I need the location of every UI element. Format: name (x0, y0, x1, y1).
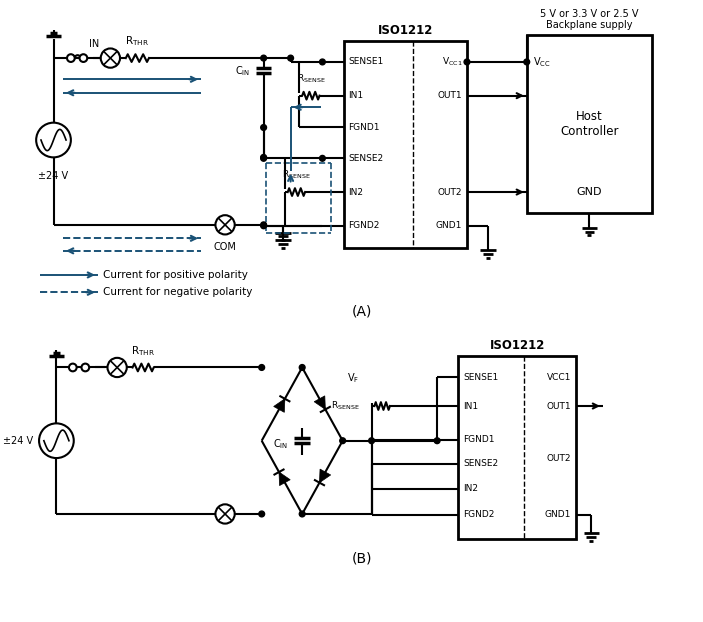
Text: Controller: Controller (560, 125, 619, 138)
Text: ISO1212: ISO1212 (489, 339, 545, 352)
Text: OUT2: OUT2 (438, 188, 462, 197)
Text: IN1: IN1 (463, 402, 478, 411)
Text: Current for negative polarity: Current for negative polarity (103, 287, 252, 297)
Circle shape (261, 222, 266, 228)
Polygon shape (319, 469, 330, 483)
Text: FGND1: FGND1 (463, 435, 495, 444)
Circle shape (320, 156, 325, 161)
Text: SENSE1: SENSE1 (349, 57, 384, 67)
Circle shape (108, 358, 127, 377)
Text: OUT1: OUT1 (546, 402, 571, 411)
Text: SENSE2: SENSE2 (349, 154, 384, 163)
Bar (458, 356, 576, 539)
Circle shape (299, 364, 305, 370)
Circle shape (261, 156, 266, 161)
Text: V$_{\mathregular{CC}}$: V$_{\mathregular{CC}}$ (532, 55, 550, 69)
Circle shape (261, 223, 266, 229)
Text: IN1: IN1 (349, 91, 363, 100)
Text: FGND1: FGND1 (349, 123, 380, 132)
Text: C$_{\mathregular{IN}}$: C$_{\mathregular{IN}}$ (273, 438, 289, 452)
Polygon shape (273, 399, 285, 412)
Circle shape (259, 364, 264, 370)
Text: GND1: GND1 (545, 511, 571, 519)
Circle shape (261, 124, 266, 131)
Text: IN2: IN2 (349, 188, 363, 197)
Text: R$_{\mathregular{SENSE}}$: R$_{\mathregular{SENSE}}$ (282, 169, 311, 182)
Circle shape (67, 54, 75, 62)
Circle shape (261, 154, 266, 160)
Circle shape (261, 55, 266, 61)
Text: SENSE2: SENSE2 (463, 460, 498, 468)
Text: FGND2: FGND2 (349, 221, 380, 230)
Text: ±24 V: ±24 V (3, 436, 33, 446)
Circle shape (79, 54, 87, 62)
Text: Host: Host (576, 110, 602, 123)
Circle shape (69, 364, 77, 371)
Text: IN2: IN2 (463, 485, 478, 493)
Text: GND: GND (576, 187, 602, 197)
Circle shape (340, 438, 346, 443)
Text: R$_{\mathregular{SENSE}}$: R$_{\mathregular{SENSE}}$ (331, 400, 360, 412)
Text: R$_{\mathregular{THR}}$: R$_{\mathregular{THR}}$ (125, 35, 149, 49)
Text: ±24 V: ±24 V (39, 171, 69, 181)
Circle shape (82, 364, 89, 371)
Polygon shape (279, 472, 290, 486)
Circle shape (524, 59, 529, 65)
Bar (527, 35, 652, 213)
Text: SENSE1: SENSE1 (463, 373, 498, 382)
Circle shape (288, 55, 293, 61)
Text: V$_{\mathregular{CC1}}$: V$_{\mathregular{CC1}}$ (441, 56, 462, 68)
Text: (B): (B) (352, 551, 372, 565)
Circle shape (464, 59, 470, 65)
Text: IN: IN (89, 39, 99, 49)
Text: GND1: GND1 (436, 221, 462, 230)
Text: R$_{\mathregular{SENSE}}$: R$_{\mathregular{SENSE}}$ (297, 73, 325, 85)
Text: (A): (A) (352, 305, 372, 318)
Circle shape (434, 438, 440, 443)
Text: OUT1: OUT1 (437, 91, 462, 100)
Circle shape (320, 59, 325, 65)
Circle shape (259, 511, 264, 517)
Text: VCC1: VCC1 (547, 373, 571, 382)
Circle shape (368, 438, 375, 443)
Text: FGND2: FGND2 (463, 511, 494, 519)
Circle shape (299, 511, 305, 517)
Circle shape (215, 215, 235, 234)
Text: 5 V or 3.3 V or 2.5 V: 5 V or 3.3 V or 2.5 V (540, 9, 638, 19)
Text: COM: COM (214, 242, 236, 252)
Text: Current for positive polarity: Current for positive polarity (103, 270, 247, 280)
Text: Backplane supply: Backplane supply (546, 20, 633, 30)
Circle shape (215, 504, 235, 524)
Text: V$_{\mathregular{F}}$: V$_{\mathregular{F}}$ (347, 371, 359, 385)
Circle shape (101, 49, 120, 68)
Bar (344, 41, 467, 248)
Text: R$_{\mathregular{THR}}$: R$_{\mathregular{THR}}$ (131, 344, 155, 358)
Text: OUT2: OUT2 (546, 453, 571, 463)
Text: C$_{\mathregular{IN}}$: C$_{\mathregular{IN}}$ (235, 65, 250, 78)
Polygon shape (314, 396, 325, 409)
Text: ISO1212: ISO1212 (378, 24, 433, 37)
